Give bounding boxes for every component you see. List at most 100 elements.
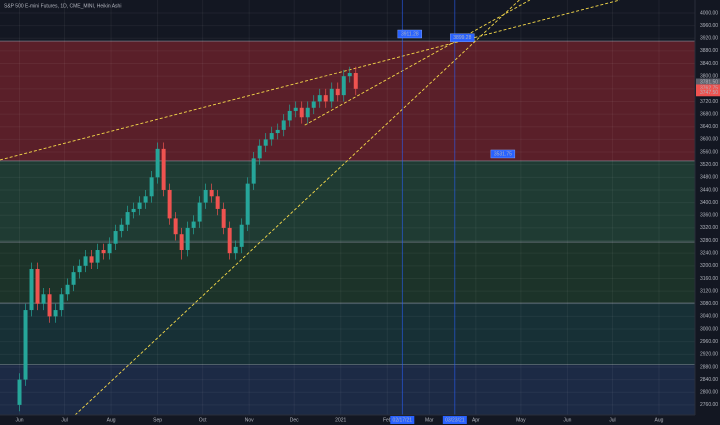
- x-tick-label: Mar: [425, 417, 434, 423]
- zone: [0, 160, 695, 243]
- candle-body: [299, 107, 304, 118]
- candle-body: [65, 284, 70, 295]
- x-tick-label: Jun: [563, 417, 571, 423]
- candle-body: [167, 189, 172, 219]
- x-tick-label: Aug: [107, 417, 116, 423]
- y-tick-label: 3920.00: [700, 36, 718, 42]
- y-tick-label: 3960.00: [700, 23, 718, 29]
- candle-body: [293, 107, 298, 111]
- marker-label: 03/23/21: [445, 417, 465, 423]
- candle-body: [41, 294, 46, 304]
- y-tick-label: 2760.00: [700, 402, 718, 408]
- candle-body: [341, 76, 346, 96]
- y-tick-label: 2920.00: [700, 352, 718, 358]
- candle-body: [317, 95, 322, 102]
- candle-body: [221, 208, 226, 228]
- y-tick-label: 2880.00: [700, 364, 718, 370]
- candle-body: [47, 294, 52, 317]
- marker-box: [390, 416, 415, 424]
- y-tick-label: 3160.00: [700, 276, 718, 282]
- candle-body: [263, 139, 268, 146]
- candle-body: [119, 224, 124, 232]
- candle-body: [137, 202, 142, 209]
- zone: [0, 242, 695, 304]
- y-tick-label: 3080.00: [700, 301, 718, 307]
- candle-body: [155, 148, 160, 178]
- candle-body: [275, 129, 280, 134]
- price-box: [696, 89, 720, 97]
- y-tick-label: 3200.00: [700, 263, 718, 269]
- marker-label: 02/17/21: [393, 417, 413, 423]
- zone: [0, 303, 695, 365]
- callout-box: [490, 149, 516, 159]
- x-tick-label: Dec: [290, 417, 299, 423]
- candle-body: [143, 196, 148, 203]
- y-tick-label: 3040.00: [700, 314, 718, 320]
- callout-label: 3531.75: [494, 151, 512, 157]
- candle-body: [335, 88, 340, 96]
- candle-body: [89, 256, 94, 263]
- candle-body: [215, 196, 220, 209]
- candle-body: [149, 177, 154, 197]
- y-tick-label: 3880.00: [700, 48, 718, 54]
- candle-body: [161, 148, 166, 190]
- candle-body: [23, 310, 28, 380]
- marker-box: [442, 416, 467, 424]
- y-tick-label: 3480.00: [700, 175, 718, 181]
- x-tick-label: Apr: [472, 417, 480, 423]
- candle-body: [347, 73, 352, 77]
- x-tick-label: Nov: [245, 417, 254, 423]
- candle-body: [311, 101, 316, 108]
- y-tick-label: 3800.00: [700, 74, 718, 80]
- candle-body: [113, 231, 118, 244]
- y-tick-label: 2960.00: [700, 339, 718, 345]
- candle-body: [287, 110, 292, 121]
- x-tick-label: Aug: [655, 417, 664, 423]
- y-tick-label: 3840.00: [700, 61, 718, 67]
- candle-body: [107, 243, 112, 254]
- price-label: 3747.50: [700, 90, 718, 96]
- x-tick-label: Oct: [199, 417, 207, 423]
- x-tick-label: Sep: [153, 417, 162, 423]
- candle-body: [233, 246, 238, 254]
- candle-body: [269, 133, 274, 140]
- candle-body: [239, 224, 244, 247]
- candle-body: [323, 95, 328, 102]
- candle-body: [257, 145, 262, 159]
- candle-body: [77, 265, 82, 273]
- callout-box: [397, 29, 422, 39]
- trendline: [304, 0, 531, 126]
- y-tick-label: 4000.00: [700, 10, 718, 16]
- y-tick-label: 3400.00: [700, 200, 718, 206]
- candle-body: [173, 218, 178, 235]
- candle-body: [131, 208, 136, 213]
- candle-body: [203, 189, 208, 203]
- price-label: 3781.50: [700, 79, 718, 85]
- y-tick-label: 3120.00: [700, 288, 718, 294]
- price-label: 3762.75: [700, 85, 718, 91]
- candle-body: [53, 310, 58, 317]
- candle-body: [71, 272, 76, 285]
- candle-body: [185, 227, 190, 251]
- y-tick-label: 3240.00: [700, 251, 718, 257]
- candle-body: [101, 250, 106, 254]
- candle-body: [59, 294, 64, 311]
- zone: [0, 41, 695, 161]
- candle-body: [197, 202, 202, 222]
- y-tick-label: 3000.00: [700, 326, 718, 332]
- price-box: [696, 84, 720, 92]
- y-tick-label: 3640.00: [700, 124, 718, 130]
- candle-body: [191, 221, 196, 228]
- candle-body: [35, 268, 40, 304]
- y-tick-label: 3320.00: [700, 225, 718, 231]
- x-tick-label: 2021: [335, 417, 346, 423]
- candle-body: [281, 120, 286, 130]
- x-tick-label: Feb: [383, 417, 392, 423]
- callout-label: 3899.28: [453, 35, 471, 41]
- callout-box: [450, 33, 475, 42]
- candle-body: [125, 212, 130, 225]
- y-tick-label: 2840.00: [700, 377, 718, 383]
- y-tick-label: 2800.00: [700, 390, 718, 396]
- candle-body: [227, 227, 232, 254]
